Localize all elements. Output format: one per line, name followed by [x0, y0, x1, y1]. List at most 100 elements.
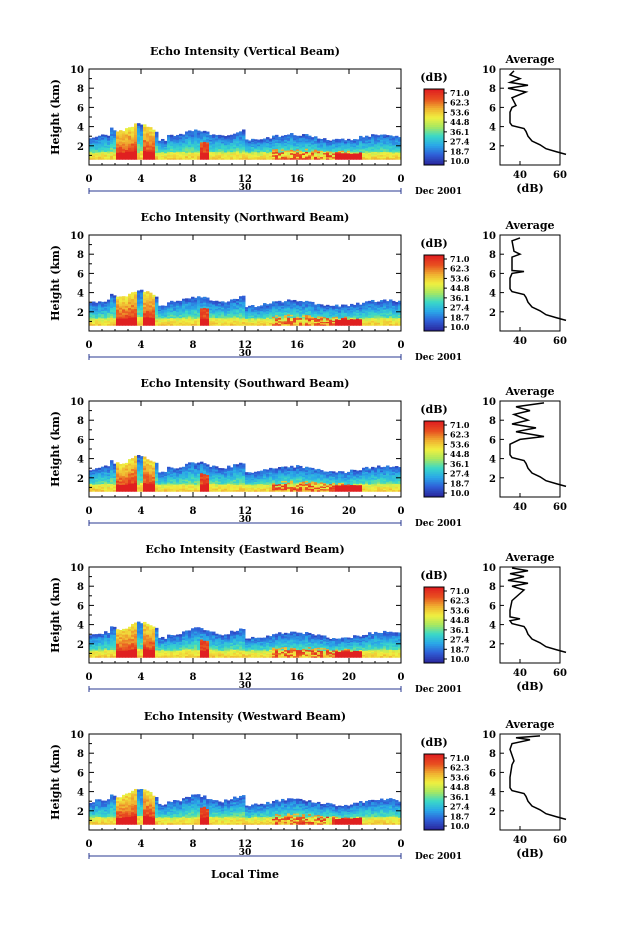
heatmap-cell	[101, 134, 105, 136]
x-tick-label: 16	[290, 340, 304, 351]
heatmap-cell	[350, 140, 354, 142]
heatmap-cell	[275, 468, 279, 470]
heatmap-cell	[233, 464, 237, 466]
heatmap-cell	[269, 139, 273, 141]
heatmap-cell	[122, 296, 126, 298]
x-tick-label: 20	[342, 174, 356, 185]
heatmap-cell	[287, 467, 291, 469]
heatmap-cell	[113, 295, 117, 297]
heatmap-cell	[173, 302, 177, 304]
heatmap-cell	[233, 134, 237, 136]
average-y-tick-label: 6	[489, 269, 496, 280]
heatmap-cell	[392, 301, 396, 303]
heatmap-cell	[314, 469, 318, 471]
heatmap-cell	[209, 135, 213, 137]
heatmap-cell	[374, 302, 378, 304]
heatmap-cell	[179, 134, 183, 136]
heatmap-cell	[248, 140, 252, 142]
heatmap-cell	[122, 464, 126, 466]
heatmap-cell	[329, 471, 333, 473]
heatmap-cell	[371, 134, 375, 136]
heatmap-cell	[359, 136, 363, 138]
heatmap-cell	[266, 470, 270, 472]
heatmap-cell	[323, 306, 327, 308]
average-x-tick-label: 40	[513, 336, 527, 347]
colorbar-tick-label: 44.8	[450, 117, 470, 127]
heatmap-cell	[191, 297, 195, 299]
average-y-tick-label: 10	[482, 65, 496, 76]
heatmap-cell	[308, 302, 312, 304]
heatmap-cell	[320, 139, 324, 141]
colorbar-tick-label: 18.7	[450, 312, 469, 322]
colorbar-tick-label: 27.4	[450, 137, 470, 147]
colorbar-tick-label: 53.6	[450, 107, 470, 117]
heatmap-cell	[131, 458, 135, 461]
heatmap-cell	[140, 456, 144, 459]
heatmap-cell	[125, 128, 129, 130]
heatmap-cell	[242, 129, 246, 131]
heatmap-cell	[146, 459, 150, 461]
heatmap-cell	[326, 472, 330, 474]
heatmap-cell	[242, 463, 246, 465]
colorbar-tick-label: 10.0	[450, 322, 470, 332]
heatmap-cell	[362, 303, 366, 305]
heatmap-cell	[158, 472, 162, 474]
heatmap-cell	[248, 306, 252, 308]
heatmap-cell	[194, 298, 198, 300]
heatmap-cell	[251, 473, 255, 475]
x-tick-label: 4	[138, 340, 145, 351]
heatmap-cell	[89, 470, 93, 472]
heatmap-cell	[284, 301, 288, 303]
day-label: 30	[239, 349, 252, 359]
heatmap-cell	[362, 137, 366, 139]
heatmap-cell	[236, 464, 240, 466]
heatmap-cell	[119, 464, 123, 466]
heatmap-cell	[269, 468, 273, 470]
heatmap-cell	[287, 299, 291, 301]
heatmap-cell	[290, 466, 294, 468]
heatmap-cell	[293, 300, 297, 302]
heatmap-cell	[107, 136, 111, 138]
heatmap-cell	[137, 455, 141, 458]
heatmap-cell	[317, 469, 321, 471]
heatmap-cell	[188, 462, 192, 464]
heatmap-cell	[146, 127, 150, 130]
heatmap-cell	[206, 132, 210, 134]
heatmap-cell	[230, 135, 234, 137]
average-x-tick-label: 40	[513, 170, 527, 181]
heatmap-cell	[335, 473, 339, 475]
colorbar-tick-label: 44.8	[450, 283, 470, 293]
heatmap-cell	[251, 305, 255, 307]
heatmap-cell	[278, 137, 282, 139]
heatmap-cell	[200, 297, 204, 299]
x-tick-label: 0	[398, 174, 405, 185]
heatmap-cell	[341, 305, 345, 307]
heatmap-cell	[377, 302, 381, 304]
x-tick-label: 0	[86, 340, 93, 351]
heatmap-cell	[326, 140, 330, 142]
day-label: 30	[239, 183, 252, 193]
date-label: Dec 2001	[415, 187, 462, 197]
heatmap-cell	[158, 306, 162, 308]
heatmap-cell	[239, 296, 243, 298]
heatmap-cell	[227, 301, 231, 303]
heatmap-cell	[104, 465, 108, 467]
heatmap-cell	[131, 127, 135, 130]
heatmap-cell	[182, 467, 186, 469]
heatmap-cell	[152, 130, 156, 132]
heatmap-cell	[197, 463, 201, 465]
heatmap-cell	[350, 304, 354, 306]
heatmap-cell	[98, 301, 102, 303]
heatmap-cell	[293, 135, 297, 137]
heatmap-cell	[344, 140, 348, 142]
colorbar-tick-label: 36.1	[450, 293, 469, 303]
heatmap-cell	[140, 125, 144, 128]
heatmap-cell	[95, 303, 99, 305]
heatmap-cell	[98, 468, 102, 470]
heatmap-cell	[296, 465, 300, 467]
heatmap-cell	[308, 136, 312, 138]
heatmap-cell	[374, 135, 378, 137]
heatmap-cell	[323, 472, 327, 474]
heatmap-cell	[344, 305, 348, 307]
heatmap-cell	[122, 131, 126, 133]
